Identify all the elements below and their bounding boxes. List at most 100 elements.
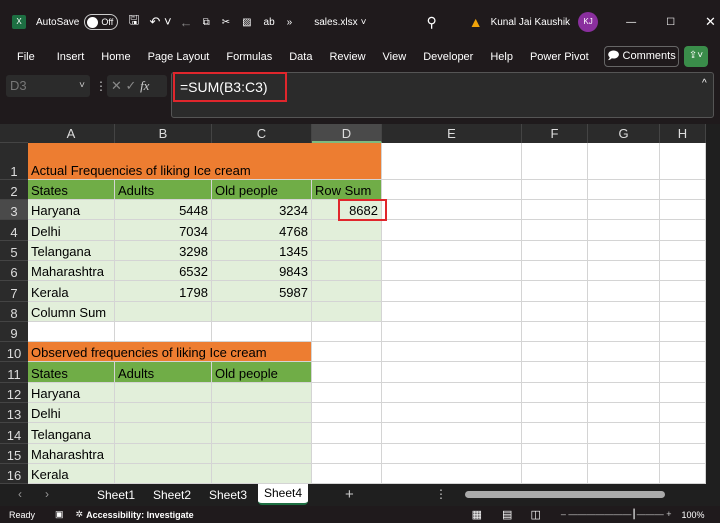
cell[interactable] xyxy=(588,362,660,383)
page-break-icon[interactable]: ◫ xyxy=(530,509,541,521)
table1-cell[interactable]: 5987 xyxy=(212,281,312,302)
table2-header[interactable]: Adults xyxy=(115,362,212,383)
row-header-3[interactable]: 3 xyxy=(0,200,28,220)
cell[interactable] xyxy=(588,444,660,464)
row-header-8[interactable]: 8 xyxy=(0,302,28,322)
worksheet-grid[interactable]: A B C D E F G H 1 2 3 4 5 6 7 8 9 10 11 12 13 14 15 16 Actual Fr… xyxy=(0,124,706,484)
tab-home[interactable]: Home xyxy=(101,51,131,63)
cell[interactable] xyxy=(588,220,660,241)
cell[interactable] xyxy=(522,322,588,342)
table1-cell[interactable] xyxy=(312,261,382,281)
cell[interactable] xyxy=(312,423,382,444)
table2-header[interactable]: Old people xyxy=(212,362,312,383)
row-header-13[interactable]: 13 xyxy=(0,403,28,423)
table1-cell[interactable]: 9843 xyxy=(212,261,312,281)
cell[interactable] xyxy=(522,342,588,362)
filename[interactable]: sales.xlsx xyxy=(314,16,358,28)
cell[interactable] xyxy=(588,241,660,261)
close-icon[interactable]: ✕ xyxy=(705,14,716,29)
cell[interactable] xyxy=(522,200,588,220)
cell[interactable] xyxy=(660,342,706,362)
table1-header[interactable]: Old people xyxy=(212,180,312,200)
table2-cell[interactable] xyxy=(115,444,212,464)
cell[interactable] xyxy=(660,444,706,464)
column-header-D[interactable]: D xyxy=(312,124,382,143)
cell[interactable] xyxy=(522,423,588,444)
collapse-icon[interactable]: ^ xyxy=(702,78,707,89)
add-sheet-icon[interactable]: + xyxy=(345,486,354,503)
table1-cell[interactable]: Delhi xyxy=(28,220,115,241)
undo-icon[interactable]: ↶ ˅ xyxy=(149,14,172,29)
column-header-F[interactable]: F xyxy=(522,124,588,143)
table1-cell[interactable]: 1345 xyxy=(212,241,312,261)
zoom-slider[interactable]: – ———————┃——— + xyxy=(560,509,672,519)
table1-cell[interactable] xyxy=(312,220,382,241)
column-header-H[interactable]: H xyxy=(660,124,706,143)
cell[interactable] xyxy=(382,444,522,464)
table1-cell[interactable]: Column Sum xyxy=(28,302,115,322)
table1-cell[interactable] xyxy=(312,241,382,261)
cell[interactable] xyxy=(382,143,522,180)
table2-header[interactable]: States xyxy=(28,362,115,383)
cell[interactable] xyxy=(522,220,588,241)
cell[interactable] xyxy=(588,180,660,200)
cell[interactable] xyxy=(660,464,706,484)
cell[interactable] xyxy=(382,342,522,362)
table1-cell[interactable]: 3234 xyxy=(212,200,312,220)
row-header-6[interactable]: 6 xyxy=(0,261,28,281)
cell[interactable] xyxy=(382,383,522,403)
column-header-A[interactable]: A xyxy=(28,124,115,143)
tab-formulas[interactable]: Formulas xyxy=(226,51,273,63)
cell[interactable] xyxy=(522,362,588,383)
tab-insert[interactable]: Insert xyxy=(56,51,85,63)
table1-cell[interactable]: 7034 xyxy=(115,220,212,241)
cell[interactable] xyxy=(312,342,382,362)
cell[interactable] xyxy=(660,241,706,261)
cell[interactable] xyxy=(660,281,706,302)
cell[interactable] xyxy=(588,403,660,423)
tab-review[interactable]: Review xyxy=(329,51,366,63)
accessibility-status[interactable]: Accessibility: Investigate xyxy=(86,509,194,520)
table2-cell[interactable] xyxy=(115,383,212,403)
table1-header[interactable]: States xyxy=(28,180,115,200)
table1-cell[interactable] xyxy=(312,281,382,302)
cell[interactable] xyxy=(588,281,660,302)
comments-button[interactable]: 🗩 Comments xyxy=(604,46,679,67)
tab-power-pivot[interactable]: Power Pivot xyxy=(529,51,589,63)
row-header-5[interactable]: 5 xyxy=(0,241,28,261)
row-header-2[interactable]: 2 xyxy=(0,180,28,200)
sheet-tab-4-active[interactable]: Sheet4 xyxy=(258,484,308,505)
share-button[interactable]: ⇪˅ xyxy=(684,46,708,67)
cell[interactable] xyxy=(28,322,115,342)
cell[interactable] xyxy=(382,220,522,241)
cell[interactable] xyxy=(660,180,706,200)
table2-cell[interactable] xyxy=(212,403,312,423)
cancel-icon[interactable]: ✕ xyxy=(111,78,122,93)
table1-cell[interactable]: 6532 xyxy=(115,261,212,281)
table1-cell[interactable] xyxy=(312,302,382,322)
cell[interactable] xyxy=(522,143,588,180)
cell[interactable] xyxy=(660,261,706,281)
cell[interactable] xyxy=(660,322,706,342)
table1-cell[interactable]: 1798 xyxy=(115,281,212,302)
table2-cell[interactable] xyxy=(115,423,212,444)
cell[interactable] xyxy=(312,403,382,423)
avatar[interactable]: KJ xyxy=(578,12,599,32)
row-header-4[interactable]: 4 xyxy=(0,220,28,241)
table1-cell[interactable] xyxy=(212,302,312,322)
sheet-tab-1[interactable]: Sheet1 xyxy=(97,488,136,502)
table2-cell[interactable] xyxy=(115,464,212,484)
cell[interactable] xyxy=(312,464,382,484)
cell[interactable] xyxy=(588,143,660,180)
table1-cell[interactable]: Kerala xyxy=(28,281,115,302)
cell[interactable] xyxy=(382,464,522,484)
copy-icon[interactable]: ⧉ xyxy=(202,16,210,28)
spelling-icon[interactable]: ab xyxy=(263,16,275,28)
cell[interactable] xyxy=(382,322,522,342)
cell[interactable] xyxy=(382,180,522,200)
maximize-icon[interactable]: ☐ xyxy=(666,16,676,28)
cell[interactable] xyxy=(660,403,706,423)
cell[interactable] xyxy=(660,302,706,322)
table1-title[interactable]: Actual Frequencies of liking Ice cream xyxy=(28,143,382,180)
table2-cell[interactable]: Telangana xyxy=(28,423,115,444)
